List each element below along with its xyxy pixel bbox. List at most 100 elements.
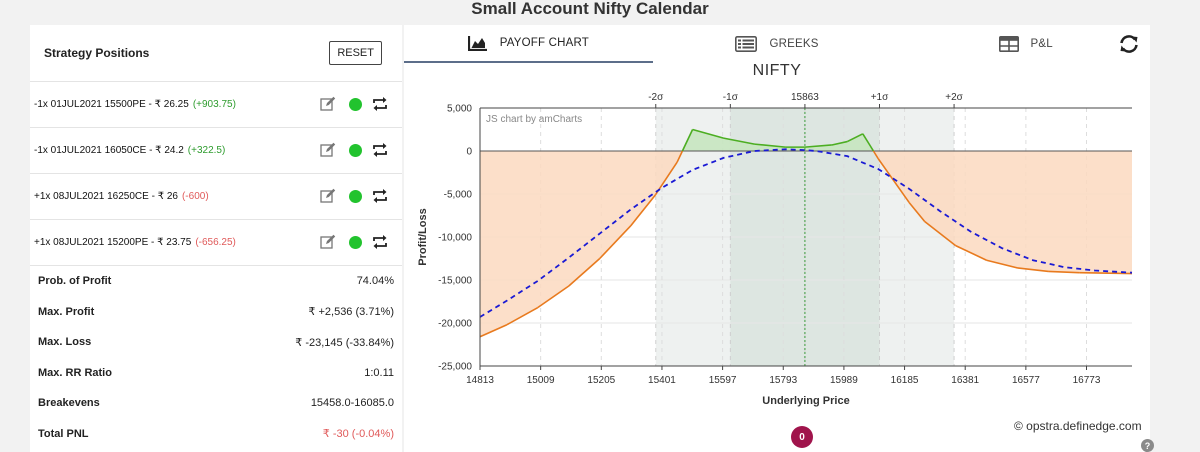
payoff-line-segment	[568, 257, 601, 287]
position-pnl: (+903.75)	[192, 99, 236, 110]
stat-value: ₹ -23,145 (-33.84%)	[295, 336, 394, 349]
list-icon	[735, 36, 758, 52]
payoff-line-segment	[872, 150, 879, 160]
positions-list: -1x 01JUL2021 15500PE - ₹ 26.25 (+903.75)…	[30, 82, 402, 266]
stat-label: Prob. of Profit	[38, 275, 112, 288]
stat-row: Prob. of Profit 74.04%	[38, 266, 394, 297]
payoff-line-segment	[955, 244, 987, 261]
y-tick-label: 5,000	[447, 104, 472, 115]
strategy-header: Strategy Positions RESET	[30, 25, 402, 82]
tab-greeks[interactable]: GREEKS	[653, 25, 902, 63]
swap-icon[interactable]	[371, 234, 389, 250]
position-pnl: (-600)	[181, 191, 209, 202]
strategy-panel: Strategy Positions RESET -1x 01JUL2021 1…	[30, 25, 402, 452]
stat-label: Max. RR Ratio	[38, 366, 112, 379]
payoff-line-segment	[506, 306, 539, 326]
stat-label: Max. Profit	[38, 305, 95, 318]
payoff-line-segment	[681, 129, 694, 152]
payoff-line-segment	[692, 128, 724, 139]
x-axis-label: Underlying Price	[762, 395, 849, 407]
y-tick-label: -25,000	[438, 362, 472, 373]
payoff-chart: 5,000 0 -5,000 -10,000 -15,000 -20,000 -25,000…	[417, 92, 1133, 407]
x-tick-label: 15597	[709, 375, 737, 386]
position-row: -1x 01JUL2021 15500PE - ₹ 26.25 (+903.75)	[30, 82, 402, 128]
payoff-line-segment	[924, 220, 957, 247]
position-row: +1x 08JUL2021 15200PE - ₹ 23.75 (-656.25)	[30, 220, 402, 266]
edit-icon[interactable]	[320, 142, 336, 158]
x-tick-label: 15205	[587, 375, 615, 386]
swap-icon[interactable]	[371, 188, 389, 204]
stat-value: ₹ +2,536 (3.71%)	[308, 306, 394, 319]
payoff-line-segment	[723, 137, 755, 145]
tab-payoff-label: PAYOFF CHART	[499, 37, 589, 49]
strategy-title: Strategy Positions	[44, 46, 150, 60]
stat-label: Breakevens	[38, 397, 100, 410]
payoff-line-segment	[846, 133, 864, 143]
x-tick-label: 15401	[648, 375, 676, 386]
payoff-line-segment	[1048, 270, 1080, 274]
position-pnl: (-656.25)	[195, 237, 236, 248]
credit-text: © opstra.definedge.com	[1014, 419, 1142, 433]
x-tick-label: 16577	[1012, 375, 1040, 386]
position-desc: -1x 01JUL2021 15500PE - ₹ 26.25	[34, 99, 189, 110]
payoff-line-segment	[908, 202, 926, 223]
y-tick-label: 0	[466, 147, 472, 158]
payoff-line-segment	[754, 143, 786, 148]
stat-row: Max. Profit ₹ +2,536 (3.71%)	[38, 297, 394, 328]
top-axis-label: -2σ	[648, 92, 664, 103]
position-pnl: (+322.5)	[187, 145, 226, 156]
payoff-line-segment	[804, 144, 832, 148]
payoff-line-segment	[877, 158, 910, 204]
swap-icon[interactable]	[371, 96, 389, 112]
edit-icon[interactable]	[320, 234, 336, 250]
x-tick-label: 15009	[527, 375, 555, 386]
y-axis-label: Profit/Loss	[417, 208, 429, 265]
active-toggle[interactable]	[349, 97, 362, 111]
stat-label: Total PNL	[38, 427, 89, 440]
page-title: Small Account Nifty Calendar	[471, 0, 709, 18]
table-icon	[998, 36, 1019, 52]
help-icon[interactable]: ?	[1141, 439, 1154, 452]
tab-payoff-chart[interactable]: PAYOFF CHART	[404, 25, 653, 63]
top-axis-label: +1σ	[871, 92, 889, 103]
stat-value: 74.04%	[356, 275, 394, 288]
stat-row: Total PNL ₹ -30 (-0.04%)	[38, 419, 394, 450]
stat-value: 1:0.11	[364, 366, 394, 379]
position-desc: +1x 08JUL2021 16250CE - ₹ 26	[34, 191, 178, 202]
payoff-line-segment	[676, 150, 684, 163]
position-actions	[320, 142, 389, 158]
payoff-line-segment	[1079, 271, 1133, 275]
tab-pnl[interactable]: P&L	[901, 25, 1150, 63]
x-tick-label: 16185	[891, 375, 919, 386]
position-actions	[320, 188, 389, 204]
position-row: +1x 08JUL2021 16250CE - ₹ 26 (-600)	[30, 174, 402, 220]
refresh-button[interactable]	[1118, 33, 1140, 60]
tab-pnl-label: P&L	[1030, 38, 1053, 50]
notification-badge[interactable]: 0	[791, 426, 813, 448]
edit-icon[interactable]	[320, 188, 336, 204]
payoff-line-segment	[599, 225, 632, 260]
x-tick-label: 14813	[466, 375, 494, 386]
top-axis-label: +2σ	[945, 92, 963, 103]
y-tick-label: -15,000	[438, 276, 472, 287]
edit-icon[interactable]	[320, 96, 336, 112]
active-toggle[interactable]	[349, 235, 362, 249]
area-chart-icon	[467, 36, 487, 51]
stat-label: Max. Loss	[38, 336, 92, 349]
payoff-line-segment	[862, 133, 875, 152]
stat-value: 15458.0-16085.0	[310, 397, 394, 410]
active-toggle[interactable]	[349, 143, 362, 157]
x-tick-label: 16381	[951, 375, 979, 386]
active-toggle[interactable]	[349, 189, 362, 203]
reset-button[interactable]: RESET	[329, 41, 382, 65]
payoff-line-segment	[537, 285, 570, 309]
payoff-line-segment	[986, 259, 1018, 269]
payoff-line-segment	[831, 140, 848, 146]
loss-area	[480, 151, 1132, 337]
payoff-line-segment	[1017, 267, 1049, 273]
position-actions	[320, 96, 389, 112]
position-desc: +1x 08JUL2021 15200PE - ₹ 23.75	[34, 237, 192, 248]
top-axis-label: 15863	[791, 92, 819, 103]
chart-title: NIFTY	[752, 62, 802, 79]
swap-icon[interactable]	[371, 142, 389, 158]
